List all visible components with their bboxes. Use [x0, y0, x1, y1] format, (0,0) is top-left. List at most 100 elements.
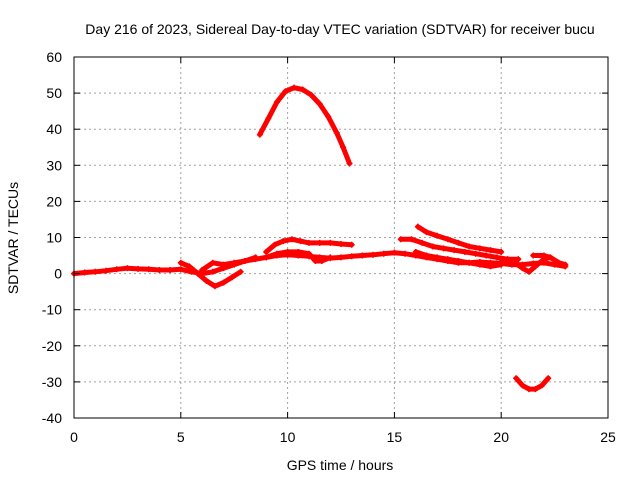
x-tick-label: 20 [493, 429, 509, 445]
data-point [525, 268, 532, 275]
data-series-group [71, 84, 569, 393]
data-point [562, 261, 569, 268]
series-end-22-23 [530, 252, 569, 268]
data-point [209, 268, 216, 275]
data-point [412, 248, 419, 255]
data-point [346, 160, 353, 167]
series-high-16-19 [414, 223, 505, 255]
data-point [530, 252, 537, 259]
data-point [273, 250, 280, 257]
data-point [508, 257, 515, 264]
data-point [419, 239, 426, 246]
y-tick-label: -40 [42, 410, 62, 426]
data-point [519, 265, 526, 272]
data-point [348, 241, 355, 248]
data-point [220, 261, 227, 268]
data-point [316, 100, 323, 107]
data-point [338, 254, 344, 261]
data-point [476, 245, 483, 252]
y-tick-label: 60 [46, 49, 62, 65]
chart-title: Day 216 of 2023, Sidereal Day-to-day VTE… [85, 21, 594, 37]
data-point [434, 254, 441, 261]
data-point [186, 263, 193, 270]
data-point [338, 240, 344, 247]
series-upper-9-13 [263, 236, 355, 255]
data-point [519, 382, 526, 389]
y-tick-label: 20 [46, 193, 62, 209]
data-point [540, 252, 547, 259]
data-point [263, 254, 270, 261]
data-point [305, 250, 312, 257]
data-point [237, 268, 244, 275]
data-point [498, 256, 505, 263]
data-point [271, 241, 278, 248]
data-point [370, 251, 377, 258]
data-point [472, 250, 479, 257]
series-line [263, 236, 355, 255]
data-point [408, 236, 415, 243]
data-point [414, 223, 421, 230]
data-point [451, 247, 458, 254]
data-point [305, 239, 312, 246]
data-point [265, 115, 272, 122]
x-tick-label: 10 [280, 429, 296, 445]
grid-lines [74, 57, 608, 418]
data-point [263, 248, 270, 255]
data-point [297, 238, 304, 245]
y-tick-label: 10 [46, 230, 62, 246]
data-point [359, 252, 366, 259]
data-point [538, 382, 545, 389]
series-lower-16-20 [412, 248, 505, 270]
y-tick-label: 0 [54, 266, 62, 282]
data-point [487, 263, 494, 270]
data-point [295, 248, 302, 255]
data-point [515, 256, 522, 263]
data-point [325, 113, 332, 120]
series-bump-6-8 [199, 254, 259, 273]
y-tick-label: -30 [42, 374, 62, 390]
data-point [513, 375, 520, 382]
data-point [461, 248, 468, 255]
data-point [167, 266, 174, 273]
data-point [284, 248, 291, 255]
data-point [113, 266, 120, 273]
data-point [391, 249, 398, 256]
data-point [429, 243, 436, 250]
data-point [316, 239, 323, 246]
series-arc-low [513, 375, 552, 393]
y-tick-label: 30 [46, 157, 62, 173]
series-mid-9-12 [263, 248, 334, 264]
data-point [273, 99, 280, 106]
data-point [333, 129, 340, 136]
y-tick-label: 50 [46, 85, 62, 101]
axis-ticks: 0 5 10 15 20 25 -40 -30 -20 -10 0 10 20 30 40 50 60 [42, 49, 616, 445]
data-point [525, 386, 532, 393]
y-axis-label: SDTVAR / TECUs [5, 182, 21, 294]
data-point [229, 274, 236, 281]
data-point [440, 245, 447, 252]
data-point [547, 254, 554, 261]
data-point [203, 277, 210, 284]
data-point [231, 259, 238, 266]
data-point [177, 266, 184, 273]
x-tick-label: 5 [177, 429, 185, 445]
data-point [282, 88, 289, 95]
data-point [498, 261, 505, 268]
data-point [423, 252, 430, 259]
data-point [397, 236, 404, 243]
data-point [402, 250, 409, 257]
data-point [466, 259, 473, 266]
data-point [256, 131, 263, 138]
x-tick-label: 0 [70, 429, 78, 445]
data-point [280, 238, 287, 245]
data-point [312, 257, 319, 264]
data-point [81, 269, 88, 276]
data-point [103, 267, 110, 274]
data-point [493, 254, 500, 261]
data-point [444, 256, 451, 263]
data-point [135, 265, 142, 272]
y-tick-label: -10 [42, 302, 62, 318]
data-point [466, 243, 473, 250]
data-point [555, 259, 562, 266]
